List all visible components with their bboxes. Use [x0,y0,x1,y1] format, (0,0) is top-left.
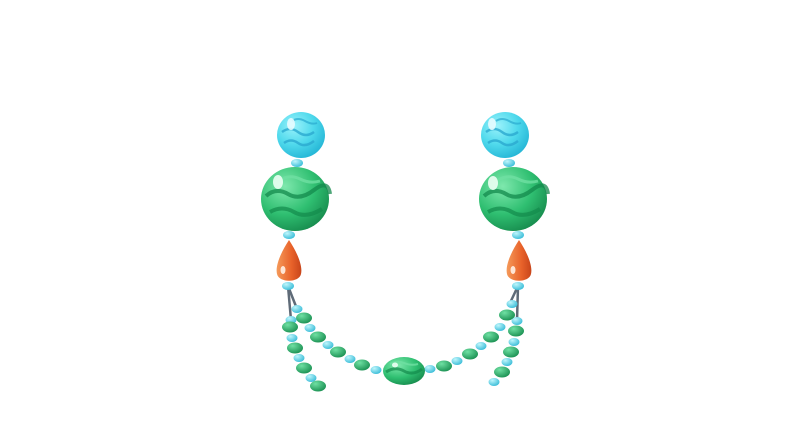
small-spacer-bead [475,342,487,350]
spacer-bead [291,159,303,167]
small-spacer-bead [494,323,506,331]
small-green-bead [287,342,303,354]
small-green-bead [354,359,370,371]
small-spacer-bead [508,338,520,346]
small-green-bead [310,331,326,343]
bead-strands [282,300,524,392]
small-green-bead [436,360,452,372]
spacer-bead [512,231,524,239]
small-spacer-bead [511,317,523,325]
small-green-bead [483,331,499,343]
spacer-bead [282,282,294,290]
small-green-bead [499,309,515,321]
green-bead-left [261,167,332,231]
small-green-bead [503,346,519,358]
small-green-bead [494,366,510,378]
necklace-cord [286,285,520,322]
small-spacer-bead [304,324,316,332]
small-green-bead [296,362,312,374]
small-green-bead [462,348,478,360]
small-green-bead [310,380,326,392]
small-spacer-bead [291,305,303,313]
small-green-bead [282,321,298,333]
orange-drop-bead-left [276,240,302,281]
center-green-bead [383,357,425,385]
small-spacer-bead [506,300,518,308]
orange-drop-bead-right [506,240,532,281]
small-green-bead [330,346,346,358]
turquoise-bead-right [481,112,529,158]
small-spacer-bead [305,374,317,382]
small-spacer-bead [424,365,436,373]
green-bead-right [479,167,550,231]
spacer-bead [283,231,295,239]
small-spacer-bead [501,358,513,366]
small-green-bead [296,312,312,324]
spacer-bead [512,282,524,290]
small-spacer-bead [322,341,334,349]
small-spacer-bead [293,354,305,362]
spacer-bead [503,159,515,167]
small-spacer-bead [488,378,500,386]
turquoise-bead-left [277,112,325,158]
small-spacer-bead [451,357,463,365]
small-spacer-bead [370,366,382,374]
small-spacer-bead [344,355,356,363]
small-spacer-bead [286,334,298,342]
small-green-bead [508,325,524,337]
